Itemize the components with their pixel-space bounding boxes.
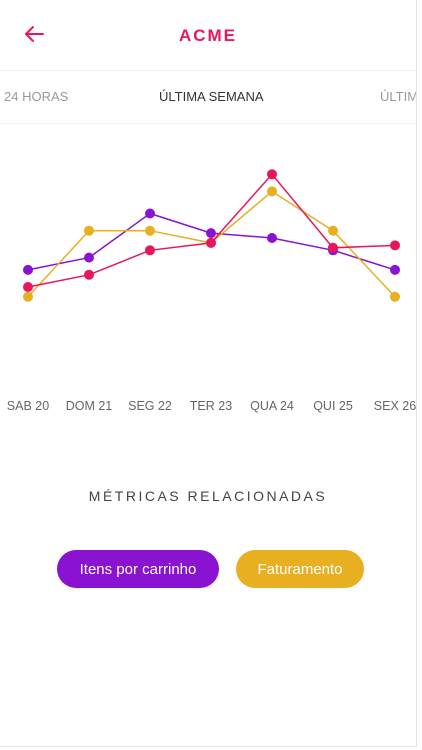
- series-2-point: [267, 169, 277, 180]
- series-2-point: [390, 240, 400, 251]
- series-0-point: [267, 233, 277, 243]
- series-0-point: [145, 208, 155, 219]
- metrics-line-chart: SAB 20 DOM 21 SEG 22 TER 23 QUA 24 QUI 25 SEX …: [7, 169, 416, 413]
- x-tick-label: SEX 26: [374, 399, 416, 413]
- series-2-point: [206, 237, 216, 248]
- x-tick-label: TER 23: [190, 399, 232, 413]
- series-0-point: [84, 252, 94, 263]
- x-axis-labels: SAB 20 DOM 21 SEG 22 TER 23 QUA 24 QUI 25 SEX …: [7, 399, 416, 413]
- series-0-point: [390, 264, 400, 275]
- series-2-point: [23, 282, 33, 292]
- tab-ultima-semana[interactable]: ÚLTIMA SEMANA: [159, 89, 264, 104]
- top-bar: ACME: [0, 0, 416, 71]
- x-tick-label: SEG 22: [128, 399, 172, 413]
- series-1-point: [267, 186, 277, 197]
- series-2-point: [145, 245, 155, 256]
- x-tick-label: SAB 20: [7, 399, 49, 413]
- series-0-point: [206, 228, 216, 239]
- brand-title: ACME: [178, 26, 238, 45]
- items-per-cart-button[interactable]: Itens por carrinho: [57, 550, 219, 588]
- arrow-left-icon: [25, 26, 44, 42]
- chart-series: [23, 169, 400, 302]
- series-1-point: [145, 225, 155, 236]
- series-1-point: [328, 225, 338, 236]
- related-metrics-title: MÉTRICAS RELACIONADAS: [88, 488, 328, 504]
- tab-24-horas[interactable]: 24 HORAS: [4, 89, 69, 104]
- series-0-point: [23, 264, 33, 275]
- x-tick-label: QUI 25: [313, 399, 353, 413]
- series-1-point: [84, 225, 94, 236]
- series-2-point: [84, 269, 94, 280]
- period-tabs: 24 HORAS ÚLTIMA SEMANA ÚLTIMO MÊS: [0, 71, 416, 124]
- revenue-button[interactable]: Faturamento: [236, 550, 364, 588]
- x-tick-label: DOM 21: [66, 399, 113, 413]
- series-1-point: [23, 291, 33, 302]
- back-button[interactable]: [16, 18, 52, 50]
- series-2-point: [328, 242, 338, 253]
- x-tick-label: QUA 24: [250, 399, 294, 413]
- series-1-point: [390, 291, 400, 302]
- tab-ultimo-mes[interactable]: ÚLTIMO MÊS: [380, 89, 416, 104]
